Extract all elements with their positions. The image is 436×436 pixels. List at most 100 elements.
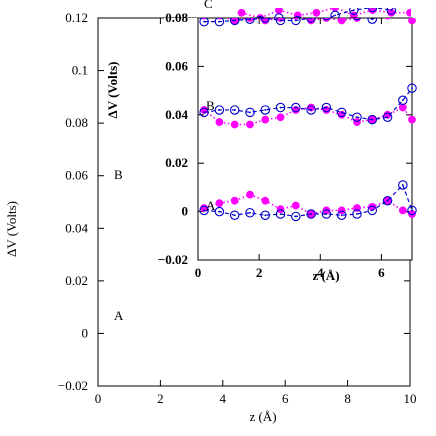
inset-point-filled (230, 120, 239, 129)
inset-point-open (214, 18, 225, 27)
outer-x-tick-label: 4 (220, 391, 227, 406)
inset-point-open (275, 209, 286, 219)
inset-point-open-center (401, 184, 404, 186)
inset-x-tick-label: 4 (317, 265, 324, 280)
inset-point-open-center (371, 18, 374, 21)
inset-point-open (352, 209, 362, 219)
inset-point-filled (408, 115, 416, 124)
outer-panel-label-a: A (114, 308, 124, 323)
inset-point-open (407, 205, 417, 216)
inset-y-axis-title: ΔV (Volts) (105, 62, 120, 119)
outer-point-filled (312, 8, 321, 17)
inset-point-open-center (411, 87, 413, 90)
outer-y-tick-label: 0.02 (65, 273, 88, 288)
inset-point-filled (261, 115, 270, 124)
inset-point-open (321, 209, 332, 219)
inset-point-filled (215, 199, 224, 208)
inset-y-tick-label: 0.06 (165, 58, 188, 73)
inset-point-open (367, 205, 378, 216)
inset-point-open-center (310, 213, 313, 215)
outer-point-filled (331, 8, 339, 12)
outer-y-axis-title: ΔV (Volts) (4, 201, 19, 257)
inset-point-open-center (411, 209, 413, 212)
inset-ticks: −0.02 0 0.02 0.04 0.06 0.08 0 2 4 6 (158, 10, 412, 280)
inset-background (164, 18, 412, 260)
inset-point-filled (353, 118, 361, 126)
inset-point-open-center (279, 106, 282, 109)
inset-point-open-center (371, 209, 374, 212)
inset-series-line (203, 106, 413, 126)
inset-y-tick-label: 0.08 (165, 10, 188, 25)
inset-point-open (398, 95, 408, 106)
inset-point-open-center (249, 211, 251, 214)
inset-point-open-center (233, 214, 236, 217)
inset-point-open-center (218, 109, 221, 111)
outer-y-tick-label: 0.08 (65, 115, 88, 130)
inset-x-tick-label: 6 (378, 265, 385, 280)
inset-point-open-center (218, 210, 221, 213)
inset-point-open (199, 205, 209, 216)
inset-axes (197, 17, 413, 261)
inset-point-open-center (279, 19, 282, 22)
inset-point-filled (384, 18, 391, 20)
inset-point-open-center (371, 118, 374, 121)
inset-point-filled (261, 196, 270, 205)
inset-point-open (382, 195, 393, 206)
inset-point-filled (408, 18, 416, 25)
inset-x-tick-label: 0 (195, 265, 202, 280)
inset-point-open-center (310, 18, 313, 19)
inset-frame (197, 17, 413, 261)
inset-y-tick-label: 0.04 (165, 107, 188, 122)
outer-point-open (367, 8, 378, 13)
outer-x-tick-label: 10 (404, 391, 417, 406)
inset-point-filled (216, 18, 223, 20)
inset-point-open-center (386, 199, 389, 202)
inset-point-filled (291, 201, 300, 210)
inset-point-open (336, 210, 347, 220)
inset-point-open-center (294, 215, 297, 218)
inset-point-open (260, 210, 271, 220)
inset-point-open-center (386, 116, 389, 119)
inset-x-axis-title: z (Å) (312, 268, 339, 283)
inset-point-open (352, 18, 362, 21)
inset-point-filled (276, 113, 285, 122)
outer-point-open-center (334, 14, 337, 17)
inset-point-open (367, 114, 378, 125)
inset-point-open (275, 102, 286, 113)
outer-y-tick-label: 0.06 (65, 168, 88, 183)
inset-point-open (275, 18, 286, 26)
inset-point-open (260, 105, 271, 115)
outer-series-line (241, 8, 410, 19)
outer-point-filled (406, 8, 411, 17)
outer-point-filled (237, 8, 246, 17)
inset-point-open (291, 211, 301, 222)
inset-point-filled (322, 18, 331, 22)
inset-point-open (382, 112, 393, 122)
inset-point-open-center (326, 15, 328, 17)
inset-point-open-center (340, 111, 343, 114)
inset-y-tick-label: 0.02 (165, 155, 188, 170)
inset-point-open (398, 180, 408, 190)
inset-point-filled (398, 103, 407, 112)
inset-point-open-center (218, 20, 221, 23)
inset-point-open (214, 206, 225, 217)
outer-point-open-center (390, 9, 393, 12)
inset-panel-label-b: B (206, 98, 215, 113)
inset-series (199, 15, 417, 222)
inset-point-open-center (203, 111, 206, 114)
inset-point-open-center (279, 213, 282, 215)
inset-point-open-center (325, 106, 328, 109)
outer-point-open-center (371, 8, 374, 9)
outer-point-open-center (352, 9, 355, 12)
outer-y-tick-label: 0.12 (65, 10, 88, 25)
outer-x-tick-label: 2 (157, 391, 164, 406)
inset-point-open-center (233, 109, 236, 111)
outer-chart: −0.02 0 0.02 0.04 0.06 0.08 0.1 0.12 0 2 4 6 8 10 A B… (4, 8, 417, 424)
inset-point-open-center (325, 213, 328, 215)
outer-y-tick-label: 0.1 (72, 63, 88, 78)
inset-point-open (306, 105, 316, 115)
inset-point-filled (398, 206, 407, 215)
inset-point-open (291, 18, 301, 26)
inset-point-filled (230, 196, 239, 205)
